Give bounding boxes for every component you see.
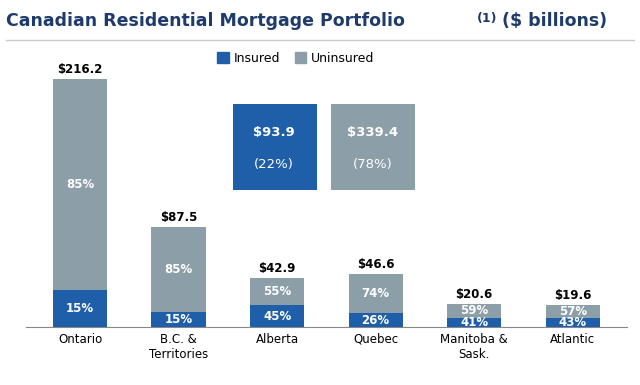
Legend: Insured, Uninsured: Insured, Uninsured: [212, 47, 380, 70]
Text: 55%: 55%: [263, 285, 291, 298]
FancyBboxPatch shape: [233, 104, 317, 189]
Text: $87.5: $87.5: [160, 211, 197, 224]
Text: $46.6: $46.6: [357, 258, 394, 271]
Text: 85%: 85%: [164, 263, 193, 276]
Text: 59%: 59%: [460, 304, 488, 317]
Bar: [546, 318, 600, 327]
Text: 85%: 85%: [66, 178, 94, 191]
Text: (22%): (22%): [254, 158, 294, 171]
Text: $20.6: $20.6: [456, 288, 493, 301]
Bar: [53, 290, 107, 327]
Bar: [447, 304, 501, 318]
Text: 45%: 45%: [263, 310, 291, 323]
Text: $339.4: $339.4: [347, 126, 398, 139]
Text: ($ billions): ($ billions): [496, 12, 607, 30]
Bar: [349, 313, 403, 327]
Bar: [447, 318, 501, 327]
Text: 43%: 43%: [559, 316, 587, 329]
Text: $216.2: $216.2: [58, 64, 103, 76]
Bar: [250, 305, 304, 327]
Text: 41%: 41%: [460, 316, 488, 329]
Bar: [546, 305, 600, 318]
Bar: [152, 227, 205, 312]
Text: 57%: 57%: [559, 305, 587, 318]
Text: 15%: 15%: [164, 313, 193, 326]
Text: Canadian Residential Mortgage Portfolio: Canadian Residential Mortgage Portfolio: [6, 12, 405, 30]
Bar: [349, 274, 403, 313]
Text: $93.9: $93.9: [253, 126, 295, 139]
Text: 26%: 26%: [362, 314, 390, 327]
Bar: [53, 79, 107, 290]
FancyBboxPatch shape: [332, 104, 415, 189]
Text: 74%: 74%: [362, 287, 390, 300]
Text: (78%): (78%): [353, 158, 392, 171]
Bar: [152, 312, 205, 327]
Text: (1): (1): [477, 12, 497, 25]
Text: 15%: 15%: [66, 302, 94, 315]
Text: $19.6: $19.6: [554, 289, 591, 302]
Bar: [250, 278, 304, 305]
Text: $42.9: $42.9: [259, 262, 296, 275]
